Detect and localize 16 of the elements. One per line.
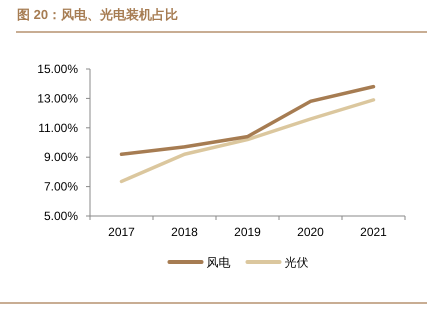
- legend-label: 风电: [206, 256, 230, 270]
- y-tick-label: 13.00%: [37, 91, 78, 106]
- x-tick-label: 2018: [171, 225, 198, 239]
- y-tick-label: 11.00%: [38, 120, 78, 135]
- y-tick-label: 7.00%: [44, 180, 78, 194]
- y-tick-label: 5.00%: [44, 209, 78, 223]
- x-tick-label: 2019: [234, 225, 262, 239]
- x-tick-label: 2021: [360, 225, 388, 239]
- line-series: [120, 84, 376, 156]
- chart-title: 图 20：风电、光电装机占比: [17, 7, 178, 22]
- line-series: [120, 98, 376, 184]
- x-tick-label: 2020: [297, 225, 324, 239]
- legend-label: 光伏: [284, 256, 308, 270]
- x-tick-label: 2017: [108, 225, 136, 239]
- y-tick-label: 9.00%: [44, 150, 78, 164]
- y-tick-label: 15.00%: [37, 62, 78, 76]
